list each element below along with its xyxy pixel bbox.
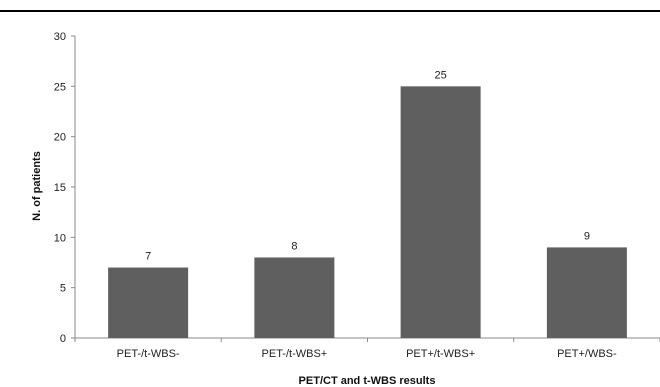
bar — [254, 257, 335, 338]
x-tick-label: PET-/t-WBS+ — [262, 348, 328, 360]
bar — [108, 267, 189, 338]
bar — [546, 247, 627, 338]
x-tick-label: PET+/WBS- — [557, 348, 617, 360]
y-tick-label: 10 — [54, 232, 66, 244]
data-label: 9 — [584, 230, 590, 242]
bar — [400, 86, 481, 338]
plot-area: 0 5 10 15 20 25 30 7 PET-/t-WBS- 8 PET-/t-WBS+ 25 PE… — [54, 31, 660, 360]
x-axis-title: PET/CT and t-WBS results — [299, 375, 436, 387]
y-tick-label: 25 — [54, 81, 66, 93]
y-tick-label: 5 — [60, 283, 66, 295]
y-tick-label: 20 — [54, 132, 66, 144]
top-rule — [0, 10, 660, 12]
y-tick-label: 30 — [54, 31, 66, 43]
x-tick-label: PET-/t-WBS- — [117, 348, 180, 360]
x-tick-label: PET+/t-WBS+ — [406, 348, 475, 360]
data-label: 7 — [145, 251, 151, 263]
y-tick-label: 15 — [54, 182, 66, 194]
data-label: 25 — [435, 69, 447, 81]
data-label: 8 — [291, 240, 297, 252]
y-axis-title: N. of patients — [31, 151, 43, 221]
y-tick-label: 0 — [60, 333, 66, 345]
